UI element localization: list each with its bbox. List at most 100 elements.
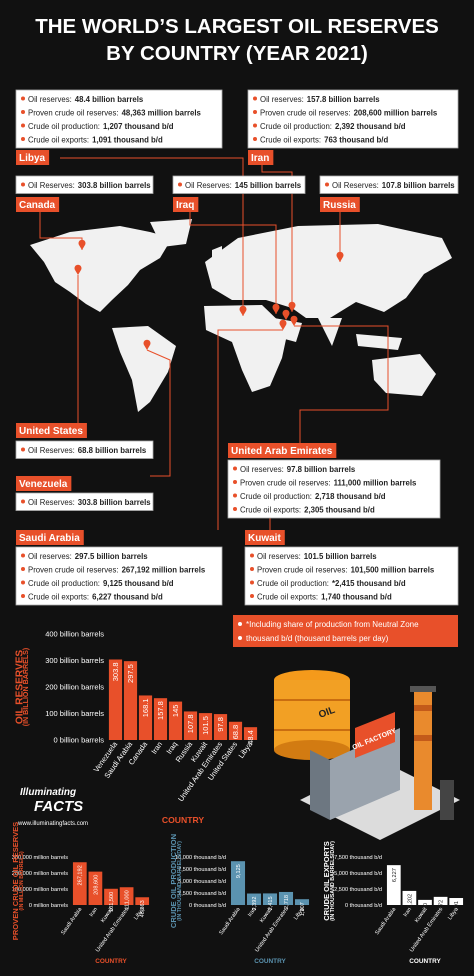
info-box xyxy=(15,89,223,149)
bar xyxy=(153,698,168,740)
fact-label: Crude oil exports: xyxy=(28,135,89,144)
bar xyxy=(72,862,87,905)
notes-box: *Including share of production from Neut… xyxy=(233,615,458,647)
fact-label: Oil Reserves: xyxy=(28,181,75,190)
country-name: United Arab Emirates xyxy=(231,446,333,457)
bullet xyxy=(250,594,254,598)
y-tick-label: 200 billion barrels xyxy=(45,683,104,692)
y-axis-label: OIL RESERVES xyxy=(14,650,25,725)
connector xyxy=(189,211,277,314)
fact: Crude oil production: 9,125 thousand b/d xyxy=(28,579,174,588)
bullet xyxy=(238,622,242,626)
x-tick-label: Iran xyxy=(247,907,257,918)
fact-value: 303.8 billion barrels xyxy=(78,181,151,190)
bar xyxy=(449,898,464,905)
info-box xyxy=(15,492,154,511)
bar xyxy=(168,701,183,740)
fact: Crude oil exports: 1,740 thousand b/d xyxy=(257,592,392,601)
fact-label: Crude oil exports: xyxy=(28,592,89,601)
fact: Crude oil exports: 6,227 thousand b/d xyxy=(28,592,163,601)
bullet xyxy=(178,182,182,187)
logo-top: Illuminating xyxy=(20,787,76,798)
map-pin xyxy=(143,339,151,350)
fact: Oil Reserves: 303.8 billion barrels xyxy=(28,181,151,190)
bullet xyxy=(21,123,25,128)
bullet xyxy=(233,507,237,511)
country-name: Iraq xyxy=(176,200,194,211)
value-label: 97.8 xyxy=(216,717,225,732)
y-axis-label: (IN THOUSAND BARRELS/DAY) xyxy=(330,841,336,921)
x-axis-label: COUNTRY xyxy=(95,958,127,965)
map-pin xyxy=(279,319,287,330)
fact-value: 145 billion barrels xyxy=(235,181,302,190)
bullet xyxy=(233,493,237,498)
y-tick-label: 0 billion barrels xyxy=(54,736,105,745)
y-axis-label: PROVEN CRUDE OIL RESERVES xyxy=(11,822,20,940)
connector xyxy=(294,325,389,443)
info-box xyxy=(247,89,459,149)
map-pin xyxy=(239,305,247,316)
value-label: 2,392 xyxy=(252,897,258,911)
value-label: 168.1 xyxy=(141,698,150,717)
fact-value: 48.4 billion barrels xyxy=(75,95,144,104)
bullet xyxy=(21,182,25,187)
fact-value: 303.8 billion barrels xyxy=(78,498,151,507)
y-axis-label: CRUDE OIL PRODUCTION xyxy=(169,834,178,928)
chimney-band xyxy=(414,735,432,741)
fact: Oil reserves: 297.5 billion barrels xyxy=(28,552,148,561)
country-name: Russia xyxy=(323,200,356,211)
info-box xyxy=(244,546,459,606)
y-axis-label: (IN BILLION BARRELS) xyxy=(22,647,30,726)
fact-value: 1,740 thousand b/d xyxy=(321,592,392,601)
bar xyxy=(418,899,432,905)
fact-value: 267,192 million barrels xyxy=(122,565,206,574)
fact-value: 111,000 million barrels xyxy=(334,478,417,487)
fact-value: 2,305 thousand b/d xyxy=(304,505,375,514)
fact-label: Oil reserves: xyxy=(257,552,301,561)
bullet xyxy=(253,110,257,114)
value-label: 1,091 xyxy=(454,901,460,915)
value-label: 111,000 xyxy=(125,890,131,909)
fact-label: Oil reserves: xyxy=(260,95,304,104)
y-axis-label: (IN THOUSAND BARRELS/DAY) xyxy=(177,841,183,921)
continent xyxy=(204,305,288,392)
country-tag xyxy=(16,150,50,165)
bullet xyxy=(325,182,329,187)
tank-bottom xyxy=(274,740,350,760)
bar xyxy=(88,871,103,905)
bar xyxy=(230,861,246,905)
fact-value: 1,207 thousand b/d xyxy=(103,122,174,131)
bar xyxy=(386,865,401,905)
fact: Oil reserves: 101.5 billion barrels xyxy=(257,552,377,561)
value-label: 208,600 xyxy=(93,875,99,895)
bar xyxy=(262,893,278,905)
y-tick-label: 7,500 thousand b/d xyxy=(334,855,382,861)
logo-url: www.illuminatingfacts.com xyxy=(17,821,88,827)
connector xyxy=(60,157,244,316)
y-tick-label: 100 billion barrels xyxy=(45,709,104,718)
fact-label: Crude oil exports: xyxy=(260,135,321,144)
continent xyxy=(30,226,172,312)
fact-value: 101.5 billion barrels xyxy=(304,552,377,561)
value-label: 145 xyxy=(171,705,180,718)
bar xyxy=(402,890,417,905)
pipe xyxy=(440,780,454,820)
country-name: Canada xyxy=(19,200,56,211)
bar xyxy=(108,659,123,740)
bullet xyxy=(21,96,25,101)
value-label: 2,718 xyxy=(284,895,290,909)
y-tick-label: 0 thousand b/d xyxy=(189,903,226,909)
fact-label: Crude oil production: xyxy=(28,122,100,131)
value-label: 303.8 xyxy=(111,662,120,681)
fact: Proven crude oil reserves: 111,000 millio… xyxy=(240,478,417,487)
fact-label: Proven crude oil reserves: xyxy=(240,478,331,487)
fact: Crude oil exports: 2,305 thousand b/d xyxy=(240,505,375,514)
fact-label: Crude oil production: xyxy=(260,122,332,131)
y-tick-label: 100,000 million barrels xyxy=(12,887,68,893)
bullet xyxy=(21,447,25,452)
country-tag xyxy=(16,423,87,438)
value-label: 267,192 xyxy=(78,865,84,885)
map-pin xyxy=(288,301,296,312)
fact-label: Proven crude oil reserves: xyxy=(257,565,348,574)
fact-label: Oil reserves: xyxy=(28,552,72,561)
